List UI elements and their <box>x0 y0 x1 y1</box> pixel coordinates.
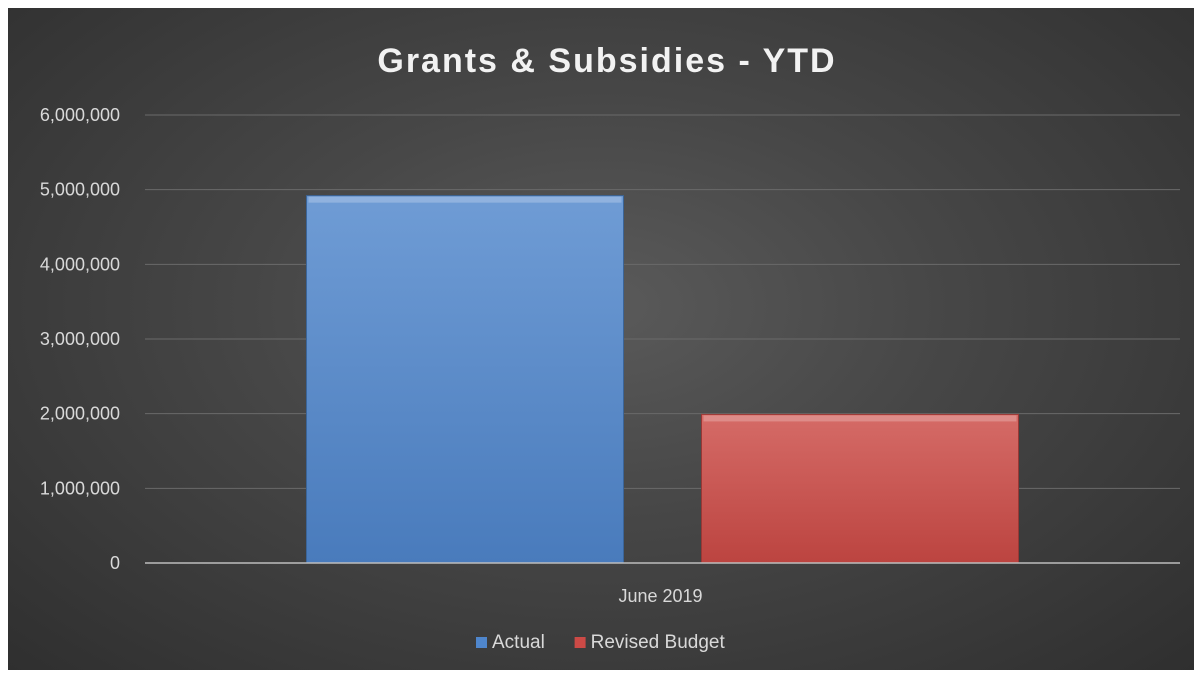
bar-revised-budget <box>701 413 1019 564</box>
legend-swatch-revised-budget <box>574 637 586 648</box>
y-tick-label: 1,000,000 <box>40 478 120 498</box>
x-axis-tick-labels: June 2019 <box>618 586 702 606</box>
bar-bevel <box>308 196 622 203</box>
y-tick-label: 3,000,000 <box>40 329 120 349</box>
y-tick-label: 6,000,000 <box>40 105 120 125</box>
chart-title: Grants & Subsidies - YTD <box>377 42 836 80</box>
legend-label: Revised Budget <box>591 632 726 653</box>
bar-chart: Grants & Subsidies - YTD 0 1,000,000 2,000… <box>40 42 1180 653</box>
bar-bevel <box>703 415 1017 422</box>
chart-area: Grants & Subsidies - YTD 0 1,000,000 2,000… <box>8 8 1194 670</box>
y-tick-label: 4,000,000 <box>40 254 120 274</box>
bars <box>306 195 1019 564</box>
legend-label: Actual <box>492 632 545 653</box>
y-tick-label: 2,000,000 <box>40 404 120 424</box>
legend: Actual Revised Budget <box>476 632 725 653</box>
legend-swatch-actual <box>476 637 487 648</box>
y-tick-label: 0 <box>110 553 120 573</box>
x-tick-label: June 2019 <box>618 586 702 606</box>
y-tick-label: 5,000,000 <box>40 180 120 200</box>
bar-actual <box>306 195 624 564</box>
gridlines <box>145 114 1180 489</box>
y-axis-tick-labels: 0 1,000,000 2,000,000 3,000,000 4,000,000 5,0… <box>40 105 120 573</box>
